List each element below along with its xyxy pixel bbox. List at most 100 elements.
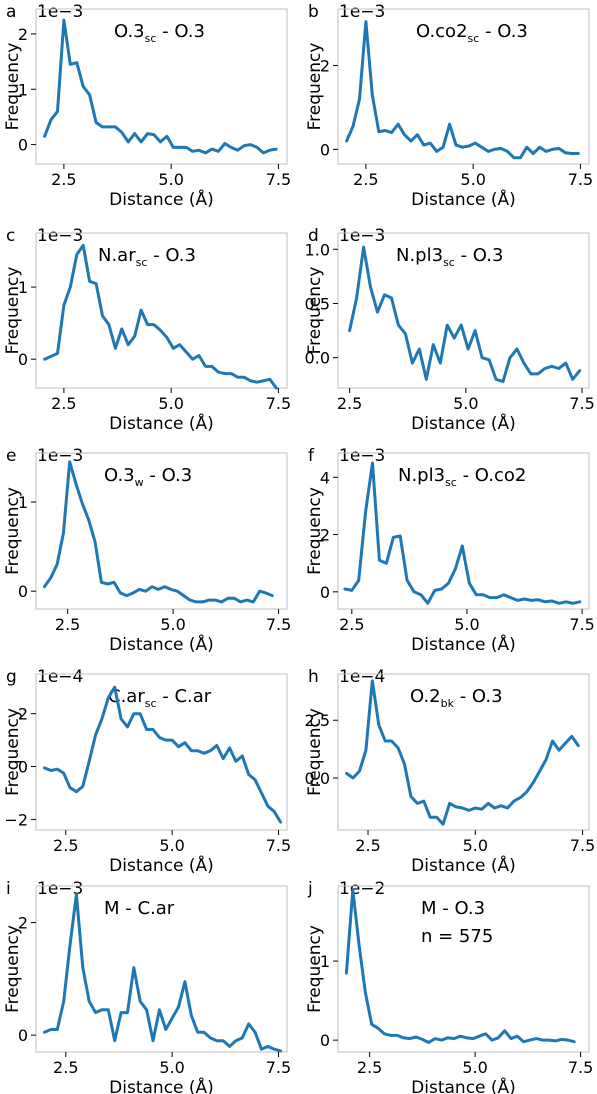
y-offset-exponent: 1e−3: [339, 226, 385, 246]
y-tick-label: 0: [18, 350, 28, 369]
x-tick-label: 2.5: [337, 394, 362, 413]
x-tick-label: 7.5: [569, 615, 594, 634]
y-axis-label: Frequency: [3, 925, 23, 1013]
title-rest: - O.co2: [457, 465, 526, 486]
plot-frame: [337, 8, 590, 165]
panel-letter: f: [308, 446, 315, 466]
panel-title: N.pl3sc - O.3: [396, 245, 503, 269]
y-tick-label: 2: [18, 25, 28, 44]
x-tick-label: 7.5: [266, 836, 291, 855]
panel-letter: j: [307, 879, 313, 899]
x-axis-label: Distance (Å): [109, 854, 214, 876]
series-line: [348, 245, 582, 383]
title-main: M - C.ar: [104, 898, 175, 919]
x-tick-label: 7.5: [569, 394, 594, 413]
y-offset-exponent: 1e−3: [339, 2, 385, 22]
panel-title: O.co2sc - O.3: [416, 21, 528, 45]
x-tick-label: 5.0: [158, 170, 183, 189]
panel-i: i 1e−3 2.5 5.0 7.5 0 2 Distance (Å) Frequency M -…: [3, 879, 291, 1094]
y-tick-label: 0: [320, 1031, 330, 1050]
plot-frame: [35, 885, 288, 1053]
x-tick-label: 2.5: [357, 1058, 382, 1077]
panel-letter: i: [6, 879, 11, 899]
x-tick-label: 5.0: [460, 170, 485, 189]
panel-h: h 1e−4 2.5 5.0 7.5 0.0 2.5 Distance (Å) Frequenc…: [305, 667, 596, 876]
x-axis-label: Distance (Å): [411, 633, 516, 655]
plot-frame: [35, 8, 288, 165]
title-main: N.pl3: [398, 465, 445, 486]
x-tick-label: 5.0: [463, 836, 488, 855]
y-offset-exponent: 1e−2: [339, 879, 385, 899]
y-tick-label: 1: [18, 493, 28, 512]
panel-letter: a: [6, 2, 16, 22]
x-axis-label: Distance (Å): [411, 1076, 516, 1094]
series-line: [345, 20, 580, 160]
series-line: [345, 679, 580, 826]
x-tick-label: 2.5: [53, 836, 78, 855]
title-rest: - O.3: [454, 686, 503, 707]
y-tick-label: −2: [4, 810, 28, 829]
panel-g: g 1e−4 2.5 5.0 7.5 −2 0 2 Distance (Å) Frequency C…: [3, 667, 291, 876]
y-tick-label: 1: [18, 80, 28, 99]
x-axis-label: Distance (Å): [411, 412, 516, 434]
title-main: O.2: [410, 686, 441, 707]
y-tick-label: 4: [320, 468, 330, 487]
panel-a: a 1e−3 2.5 5.0 7.5 0 1 2 Distance (Å) Frequency O.…: [3, 2, 291, 210]
panel-letter: e: [6, 446, 16, 466]
panel-title: N.pl3sc - O.co2: [398, 465, 526, 489]
y-axis-label: Frequency: [305, 43, 325, 131]
y-offset-exponent: 1e−3: [37, 446, 83, 466]
title-main: N.pl3: [396, 245, 443, 266]
panel-d: d 1e−3 2.5 5.0 7.5 0.0 0.5 1.0 Distance (Å) Frequ…: [305, 226, 595, 434]
y-offset-exponent: 1e−3: [37, 879, 83, 899]
y-offset-exponent: 1e−3: [37, 226, 83, 246]
plot-frame: [35, 452, 288, 610]
y-axis-label: Frequency: [305, 487, 325, 575]
title-subscript: sc: [468, 32, 480, 45]
title-main: O.3: [114, 21, 145, 42]
x-axis-label: Distance (Å): [109, 188, 214, 210]
title-subscript: bk: [441, 697, 455, 710]
y-tick-label: 2: [18, 914, 28, 933]
panel-c: c 1e−3 2.5 5.0 7.5 0 1 Distance (Å) Frequency N.a…: [3, 226, 291, 434]
x-axis-label: Distance (Å): [109, 1076, 214, 1094]
x-tick-label: 5.0: [159, 836, 184, 855]
x-axis-label: Distance (Å): [411, 854, 516, 876]
series-line: [43, 685, 283, 824]
x-tick-label: 7.5: [266, 394, 291, 413]
x-tick-label: 7.5: [266, 170, 291, 189]
plot-frame: [35, 232, 288, 389]
y-tick-label: 0: [18, 582, 28, 601]
title-subscript: sc: [443, 256, 455, 269]
y-tick-label: 2.5: [305, 711, 330, 730]
x-tick-label: 5.0: [159, 1058, 184, 1077]
panel-e: e 1e−3 2.5 5.0 7.5 0 1 Distance (Å) Frequency O.3…: [3, 446, 291, 655]
title-subscript: sc: [145, 697, 157, 710]
x-tick-label: 5.0: [454, 615, 479, 634]
panel-letter: h: [308, 667, 319, 687]
x-tick-label: 7.5: [570, 836, 595, 855]
y-offset-exponent: 1e−4: [339, 667, 385, 687]
x-axis-label: Distance (Å): [109, 633, 214, 655]
series-line: [343, 461, 582, 605]
x-tick-label: 2.5: [51, 170, 76, 189]
x-tick-label: 5.0: [160, 615, 185, 634]
plot-frame: [337, 885, 590, 1053]
y-tick-label: 0.0: [305, 769, 330, 788]
x-tick-label: 2.5: [353, 170, 378, 189]
plot-frame: [35, 673, 288, 831]
y-axis-label: Frequency: [305, 267, 325, 355]
panel-title: M - C.ar: [104, 898, 175, 919]
sample-size-annotation: n = 575: [421, 926, 493, 947]
panel-title: C.arsc - C.ar: [108, 686, 212, 710]
x-tick-label: 7.5: [266, 1058, 291, 1077]
title-rest: - O.3: [144, 465, 193, 486]
x-tick-label: 5.0: [462, 1058, 487, 1077]
plot-frame: [337, 452, 590, 610]
title-subscript: sc: [136, 256, 148, 269]
y-tick-label: 0: [320, 140, 330, 159]
x-tick-label: 2.5: [339, 615, 364, 634]
y-tick-label: 1.0: [305, 240, 330, 259]
panel-title: N.arsc - O.3: [98, 245, 196, 269]
